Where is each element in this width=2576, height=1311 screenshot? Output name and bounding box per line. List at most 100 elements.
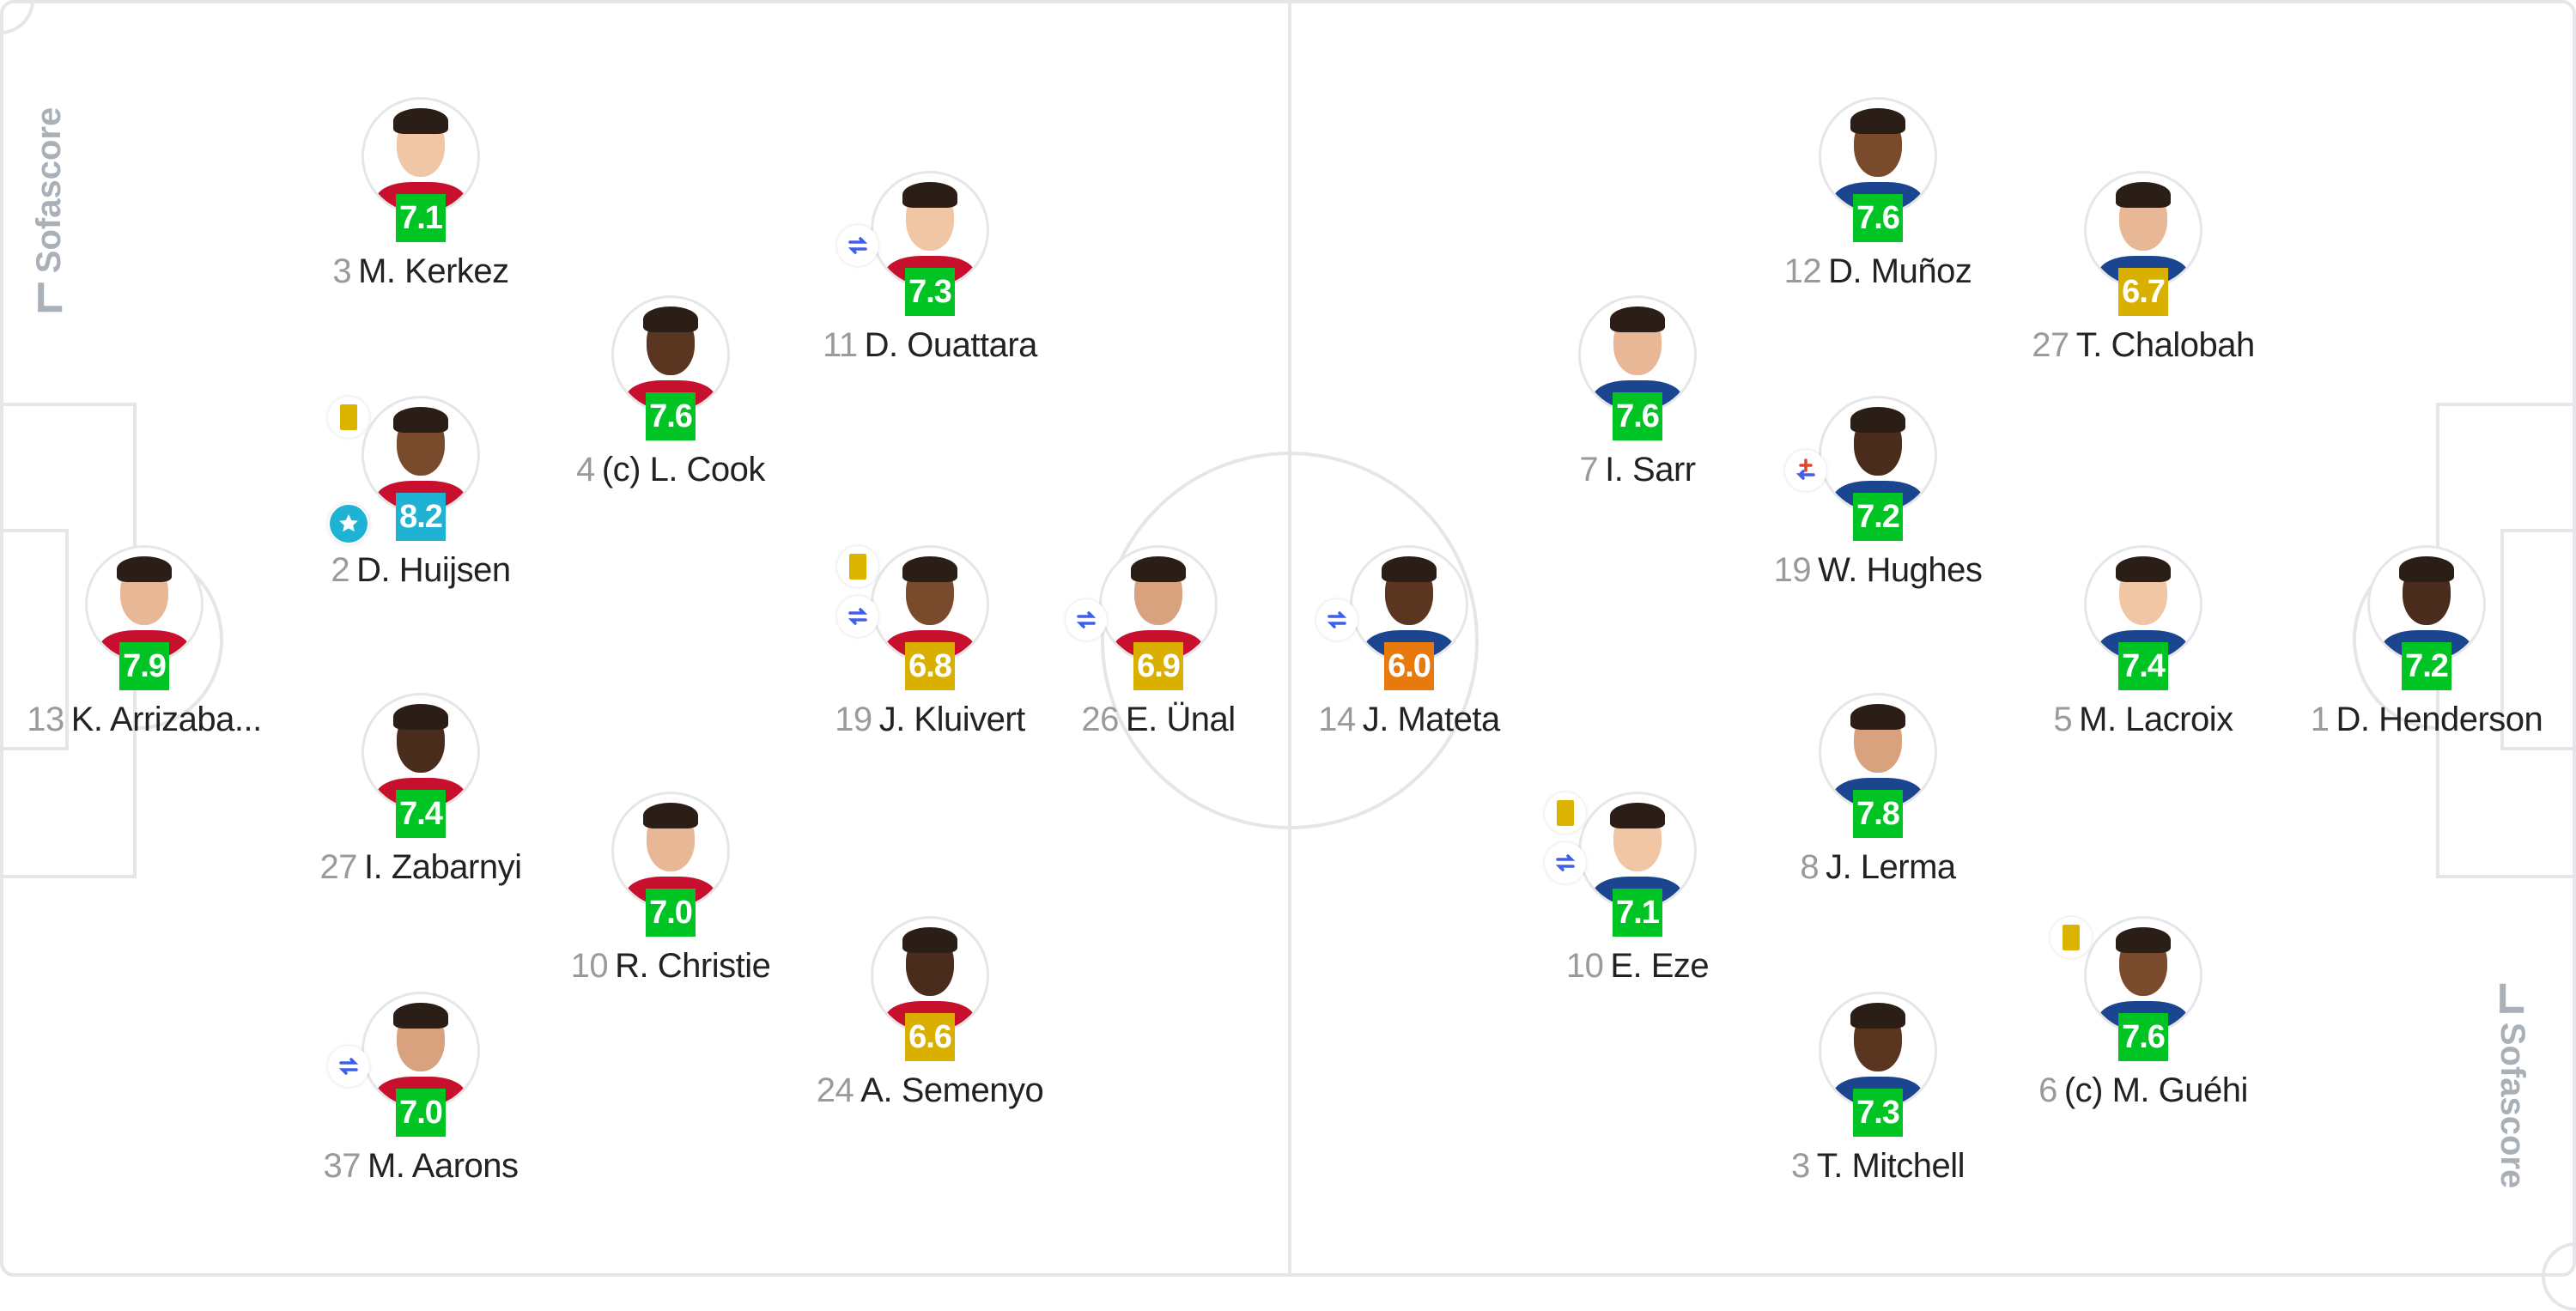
substitution-icon [1066, 599, 1107, 640]
player-rating: 7.0 [646, 889, 696, 937]
player-number: 27 [2032, 326, 2069, 364]
player-rating: 7.6 [1613, 392, 1662, 440]
player-name-text: M. Lacroix [2079, 701, 2233, 738]
player-name: 26 E. Ünal [901, 701, 1416, 739]
player-rating: 7.6 [646, 392, 696, 440]
substitution-icon [1316, 599, 1358, 640]
player-rating: 6.0 [1384, 642, 1434, 690]
yellow-card-icon [1545, 792, 1586, 834]
yellow-card-icon [2050, 917, 2092, 958]
player-name: 19 W. Hughes [1620, 551, 2136, 590]
substitution-icon [837, 596, 878, 637]
player-rating: 7.4 [396, 790, 446, 838]
player-avatar[interactable] [1819, 97, 1937, 215]
player-name: 5 M. Lacroix [1886, 701, 2401, 739]
player-number: 3 [1790, 1147, 1810, 1185]
player-name-text: I. Sarr [1605, 451, 1696, 489]
brand-label: Sofascore [2494, 1022, 2532, 1189]
player-name: 3 M. Kerkez [163, 252, 678, 291]
substitution-icon [328, 1046, 369, 1087]
player-number: 8 [1800, 848, 1820, 886]
player-number: 37 [323, 1147, 361, 1185]
player-rating: 7.2 [1853, 493, 1903, 541]
sofascore-watermark-left: Sofascore [30, 106, 69, 313]
player-name-text: E. Eze [1610, 947, 1710, 985]
player-name-text: D. Henderson [2336, 701, 2543, 738]
player-name: 13 K. Arrizaba... [0, 701, 402, 739]
player-rating: 7.0 [396, 1089, 446, 1137]
player-number: 11 [823, 326, 858, 364]
brand-label: Sofascore [30, 106, 69, 274]
sofascore-logo-icon [2500, 983, 2524, 1013]
yellow-card-icon [837, 546, 878, 587]
left-goal-box [0, 529, 69, 750]
player-number: 13 [27, 701, 64, 738]
player-name: 4 (c) L. Cook [413, 451, 928, 489]
player-rating: 7.3 [905, 268, 955, 316]
player-number: 10 [1565, 947, 1604, 985]
player-name: 12 D. Muñoz [1620, 252, 2136, 291]
player-number: 4 [576, 451, 595, 489]
player-name-text: R. Christie [615, 947, 771, 985]
player-name-text: D. Huijsen [356, 551, 511, 589]
player-number: 2 [331, 551, 350, 589]
player-name-text: D. Ouattara [864, 326, 1038, 364]
player-name-text: J. Mateta [1362, 701, 1501, 738]
player-rating: 7.8 [1853, 790, 1903, 838]
player-name: 1 D. Henderson [2169, 701, 2576, 739]
player-number: 24 [816, 1071, 854, 1109]
player-name: 7 I. Sarr [1380, 451, 1895, 489]
player-rating: 6.7 [2118, 268, 2168, 316]
player-name-text: A. Semenyo [860, 1071, 1044, 1109]
player-number: 27 [319, 848, 358, 886]
player-name-text: (c) L. Cook [601, 451, 766, 489]
player-number: 26 [1081, 701, 1119, 738]
player-avatar[interactable] [2084, 171, 2202, 289]
player-rating: 7.9 [119, 642, 169, 690]
player-name-text: I. Zabarnyi [364, 848, 522, 886]
player-number: 14 [1318, 701, 1356, 738]
player-rating: 6.8 [905, 642, 955, 690]
yellow-card-icon [328, 397, 369, 438]
player-number: 7 [1579, 451, 1599, 489]
player-name-text: W. Hughes [1818, 551, 1983, 589]
substitution-icon [1545, 842, 1586, 883]
player-avatar[interactable] [1578, 792, 1697, 910]
player-rating: 6.6 [905, 1013, 955, 1061]
player-name-text: M. Kerkez [358, 252, 509, 290]
player-name: 24 A. Semenyo [672, 1071, 1188, 1110]
player-rating: 8.2 [396, 493, 446, 541]
center-circle [1101, 452, 1479, 829]
player-rating: 7.4 [2118, 642, 2168, 690]
player-number: 5 [2053, 701, 2073, 738]
player-rating: 6.9 [1133, 642, 1183, 690]
player-number: 6 [2038, 1071, 2057, 1109]
player-avatar[interactable] [611, 295, 730, 414]
player-rating: 7.2 [2402, 642, 2451, 690]
player-name: 6 (c) M. Guéhi [1886, 1071, 2401, 1110]
player-name: 10 E. Eze [1380, 947, 1895, 986]
player-name-text: J. Lerma [1826, 848, 1956, 886]
player-name: 10 R. Christie [413, 947, 928, 986]
player-name: 2 D. Huijsen [163, 551, 678, 590]
player-name: 8 J. Lerma [1620, 848, 2136, 887]
player-rating: 7.1 [1613, 889, 1662, 937]
right-goal-box [2500, 529, 2576, 750]
sofascore-logo-icon [37, 282, 62, 313]
player-avatar[interactable] [1819, 693, 1937, 811]
player-name-text: D. Muñoz [1828, 252, 1972, 290]
player-number: 10 [570, 947, 609, 985]
player-of-the-match-star-icon [328, 503, 369, 544]
player-name: 11 D. Ouattara [672, 326, 1188, 365]
player-name: 37 M. Aarons [163, 1147, 678, 1186]
player-name-text: K. Arrizaba... [70, 701, 262, 738]
player-rating: 7.1 [396, 194, 446, 242]
player-rating: 7.6 [1853, 194, 1903, 242]
player-name: 14 J. Mateta [1151, 701, 1667, 739]
player-number: 3 [332, 252, 352, 290]
player-name: 27 T. Chalobah [1886, 326, 2401, 365]
player-name-text: T. Chalobah [2075, 326, 2255, 364]
player-rating: 7.3 [1853, 1089, 1903, 1137]
player-name-text: (c) M. Guéhi [2063, 1071, 2249, 1109]
